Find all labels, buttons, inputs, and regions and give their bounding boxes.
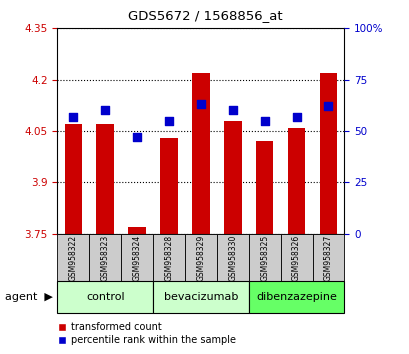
Bar [216,234,248,281]
Text: GSM958327: GSM958327 [323,234,332,281]
Point [70,114,76,119]
Text: GSM958329: GSM958329 [196,234,205,281]
Text: control: control [86,292,124,302]
Bar [153,234,184,281]
Bar [65,124,82,234]
Point [261,118,267,124]
Bar [121,234,153,281]
Bar [184,234,216,281]
Bar [248,281,344,313]
Point [102,108,108,113]
Point [133,134,140,140]
Bar [160,138,178,234]
Point [229,108,236,113]
Bar [319,73,336,234]
Bar [255,141,273,234]
Text: GSM958330: GSM958330 [228,234,237,281]
Text: GSM958325: GSM958325 [260,234,269,281]
Text: GSM958326: GSM958326 [291,234,300,281]
Bar [287,127,305,234]
Bar [223,121,241,234]
Legend: transformed count, percentile rank within the sample: transformed count, percentile rank withi… [54,318,239,349]
Text: GSM958324: GSM958324 [132,234,141,281]
Bar [57,281,153,313]
Point [292,114,299,119]
Text: GDS5672 / 1568856_at: GDS5672 / 1568856_at [127,9,282,22]
Bar [248,234,280,281]
Point [165,118,172,124]
Bar [192,73,209,234]
Point [197,102,204,107]
Bar [89,234,121,281]
Bar [128,227,146,234]
Text: GSM958328: GSM958328 [164,234,173,281]
Bar [96,124,114,234]
Text: bevacizumab: bevacizumab [163,292,238,302]
Text: dibenzazepine: dibenzazepine [256,292,336,302]
Bar [312,234,344,281]
Bar [280,234,312,281]
Bar [153,281,248,313]
Bar [57,234,89,281]
Text: GSM958323: GSM958323 [101,234,110,281]
Text: GSM958322: GSM958322 [69,234,78,281]
Text: agent  ▶: agent ▶ [5,292,53,302]
Point [324,103,331,109]
